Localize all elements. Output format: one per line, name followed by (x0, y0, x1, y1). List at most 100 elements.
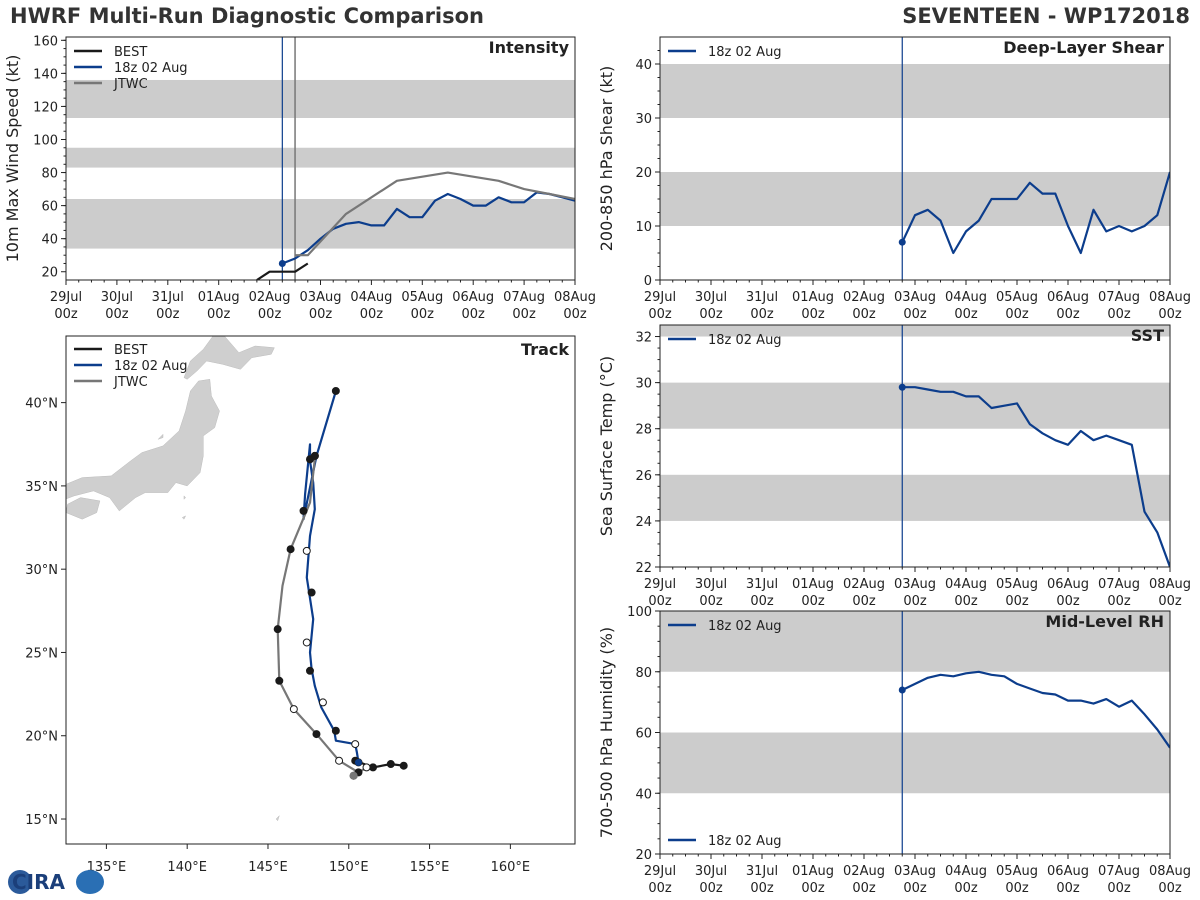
intensity-panel: 20 40 60 80 100 120 140 160 29Jul 00z 30Jul 00z 31Ju… (3, 34, 596, 322)
shear-xtick-label-date: 30Jul (695, 290, 727, 305)
rh-legend-label: 18z 02 Aug (708, 619, 782, 634)
intensity-ytick-label: 160 (33, 34, 58, 49)
track-point-jtwc (362, 763, 371, 772)
logo-text: CIRA (12, 870, 66, 894)
track-point-hwrf (302, 546, 311, 555)
shear-xtick-label-hour: 00z (852, 307, 876, 322)
shear-ytick-label: 0 (644, 274, 652, 289)
shear-xtick-label-date: 03Aug (894, 290, 936, 305)
rh-xtick-label-date: 07Aug (1098, 864, 1140, 879)
sst-title: SST (1131, 326, 1164, 345)
intensity-xtick-label-hour: 00z (563, 307, 587, 322)
storm-id: SEVENTEEN - WP172018 (902, 4, 1190, 28)
track-map-group (66, 336, 408, 822)
intensity-ytick-label: 20 (41, 266, 58, 281)
sst-xtick-label-hour: 00z (1158, 594, 1182, 609)
rh-ytick-label: 40 (635, 787, 652, 802)
rh-series-group (901, 670, 1170, 749)
sst-xtick-label-date: 31Jul (746, 577, 778, 592)
intensity-ytick-label: 60 (41, 200, 58, 215)
track-legend-label: JTWC (113, 375, 148, 390)
track-xtick-label: 140°E (167, 860, 207, 875)
sst-xtick-label-hour: 00z (852, 594, 876, 609)
figure-title: HWRF Multi-Run Diagnostic Comparison (10, 4, 485, 28)
track-point-best (369, 763, 378, 772)
sst-band (660, 474, 1170, 521)
sst-xtick-label-hour: 00z (648, 594, 672, 609)
track-ytick-label: 25°N (25, 646, 58, 661)
land-honshu (66, 379, 220, 512)
rh-legend-label: 18z 02 Aug (708, 834, 782, 849)
sst-ytick-label: 26 (635, 469, 652, 484)
track-xtick-label: 150°E (329, 860, 369, 875)
intensity-xtick-label-hour: 00z (462, 307, 486, 322)
sst-frame (659, 324, 1171, 568)
track-line-best (354, 759, 404, 769)
track-point-jtwc (310, 451, 319, 460)
rh-title: Mid-Level RH (1045, 612, 1164, 631)
intensity-legend-label: 18z 02 Aug (114, 61, 188, 76)
track-jtwc-start (349, 771, 358, 780)
sst-xtick-label-hour: 00z (1056, 594, 1080, 609)
rh-xtick-label-hour: 00z (699, 881, 723, 896)
rh-init-point (898, 686, 906, 694)
intensity-init-point (278, 259, 286, 267)
shear-xtick-label-hour: 00z (1005, 307, 1029, 322)
intensity-xtick-label-hour: 00z (258, 307, 282, 322)
track-ytick-label: 35°N (25, 480, 58, 495)
sst-init-point (898, 383, 906, 391)
shear-ylabel: 200-850 hPa Shear (kt) (597, 66, 616, 252)
intensity-xtick-label-date: 03Aug (300, 290, 342, 305)
sst-series-group (902, 386, 1170, 567)
track-point-best (399, 761, 408, 770)
intensity-legend-label: BEST (114, 45, 147, 60)
shear-xtick-label-hour: 00z (954, 307, 978, 322)
intensity-xtick-label-hour: 00z (54, 307, 78, 322)
sst-series-line (902, 386, 1170, 567)
track-frame (65, 335, 576, 845)
intensity-ytick-label: 80 (41, 167, 58, 182)
track-point-hwrf (307, 588, 316, 597)
sst-ytick-label: 24 (635, 515, 652, 530)
rh-ytick-label: 80 (635, 666, 652, 681)
rh-xtick-label-hour: 00z (648, 881, 672, 896)
track-panel: 135°E 140°E 145°E 150°E 155°E 160°E 15°N 20°N 25… (25, 335, 576, 875)
rh-xtick-label-date: 08Aug (1149, 864, 1191, 879)
track-point-jtwc (286, 545, 295, 554)
rh-xtick-label-date: 02Aug (843, 864, 885, 879)
rh-ytick-label: 20 (635, 848, 652, 863)
rh-legend: 18z 02 Aug (668, 834, 782, 849)
track-xtick-label: 160°E (491, 860, 531, 875)
shear-ytick-label: 30 (635, 112, 652, 127)
rh-xtick-label-hour: 00z (1107, 881, 1131, 896)
rh-xtick-label-hour: 00z (852, 881, 876, 896)
intensity-xtick-label-date: 07Aug (503, 290, 545, 305)
intensity-xtick-label-hour: 00z (156, 307, 180, 322)
sst-xtick-label-hour: 00z (750, 594, 774, 609)
rh-xtick-label-date: 29Jul (644, 864, 676, 879)
track-title: Track (521, 340, 569, 359)
sst-xtick-label-date: 29Jul (644, 577, 676, 592)
intensity-xtick-label-date: 04Aug (350, 290, 392, 305)
rh-ytick-label: 100 (627, 605, 652, 620)
sst-panel: 22 24 26 28 30 32 29Jul 00z 30Jul 00z 31Jul 00z 01Au… (597, 324, 1191, 609)
track-point-hwrf (318, 698, 327, 707)
logo-swirl-icon (76, 870, 104, 894)
track-point-jtwc (273, 625, 282, 634)
rh-xtick-label-hour: 00z (1005, 881, 1029, 896)
intensity-xtick-label-date: 29Jul (50, 290, 82, 305)
rh-xtick-label-date: 31Jul (746, 864, 778, 879)
rh-series-line (901, 670, 1170, 749)
shear-ytick-label: 20 (635, 166, 652, 181)
intensity-xtick-label-date: 05Aug (401, 290, 443, 305)
intensity-xtick-label-date: 30Jul (101, 290, 133, 305)
shear-xtick-label-hour: 00z (1158, 307, 1182, 322)
shear-xtick-label-hour: 00z (1056, 307, 1080, 322)
shear-xtick-label-hour: 00z (801, 307, 825, 322)
sst-ytick-label: 22 (635, 561, 652, 576)
track-line-hwrf (302, 390, 360, 763)
land-sado (157, 433, 164, 440)
shear-ytick-label: 40 (635, 58, 652, 73)
rh-xtick-label-hour: 00z (750, 881, 774, 896)
